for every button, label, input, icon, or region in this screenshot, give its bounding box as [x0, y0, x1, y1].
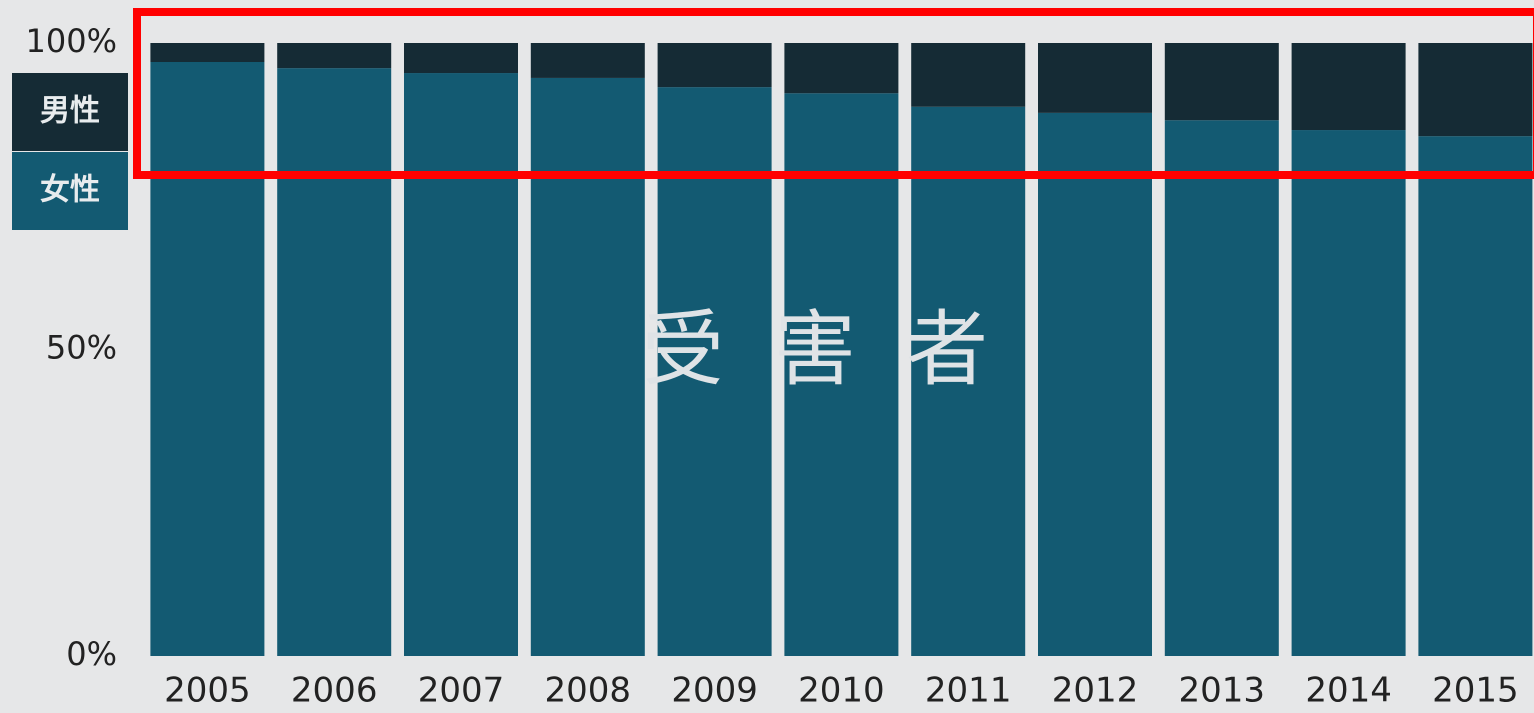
legend-label: 女性	[40, 173, 100, 208]
annotation: 受害者	[642, 302, 1038, 397]
bar-segment	[530, 43, 645, 78]
y-tick-label: 50%	[46, 329, 117, 367]
x-tick-label: 2011	[925, 671, 1012, 711]
bar-segment	[1291, 43, 1406, 131]
x-tick-label: 2006	[291, 671, 378, 711]
x-tick-label: 2014	[1305, 671, 1392, 711]
bar-segment	[911, 106, 1026, 656]
bar-segment	[1418, 136, 1533, 656]
x-tick-label: 2005	[164, 671, 251, 711]
bar-segment	[1038, 43, 1152, 113]
bar-segment	[404, 73, 518, 657]
bar-segment	[1038, 112, 1152, 656]
bar-segment	[1291, 130, 1406, 656]
bar-segment	[1164, 120, 1279, 657]
highlight-box	[133, 8, 1534, 179]
bar-segment	[277, 43, 392, 69]
x-tick-label: 2012	[1052, 671, 1139, 711]
x-tick-label: 2013	[1179, 671, 1266, 711]
bar-segment	[150, 43, 265, 63]
bar-segment	[657, 43, 772, 88]
bar-segment	[784, 93, 899, 657]
x-tick-label: 2009	[671, 671, 758, 711]
bar-segment	[1418, 43, 1533, 137]
bar-segment	[1164, 43, 1279, 121]
x-tick-label: 2015	[1432, 671, 1519, 711]
y-tick-label: 0%	[66, 635, 117, 673]
x-tick-label: 2010	[798, 671, 885, 711]
y-tick-label: 100%	[26, 22, 117, 60]
bar-segment	[911, 43, 1026, 107]
bar-segment	[784, 43, 899, 94]
legend-swatch	[12, 73, 128, 151]
x-tick-label: 2007	[418, 671, 505, 711]
bar-segment	[404, 43, 518, 74]
legend-label: 男性	[40, 94, 100, 129]
x-tick-label: 2008	[545, 671, 632, 711]
bar-segment	[277, 68, 392, 657]
bar-segment	[530, 77, 645, 657]
bar-segment	[150, 62, 265, 657]
bar-segment	[657, 87, 772, 657]
legend-swatch	[12, 152, 128, 230]
